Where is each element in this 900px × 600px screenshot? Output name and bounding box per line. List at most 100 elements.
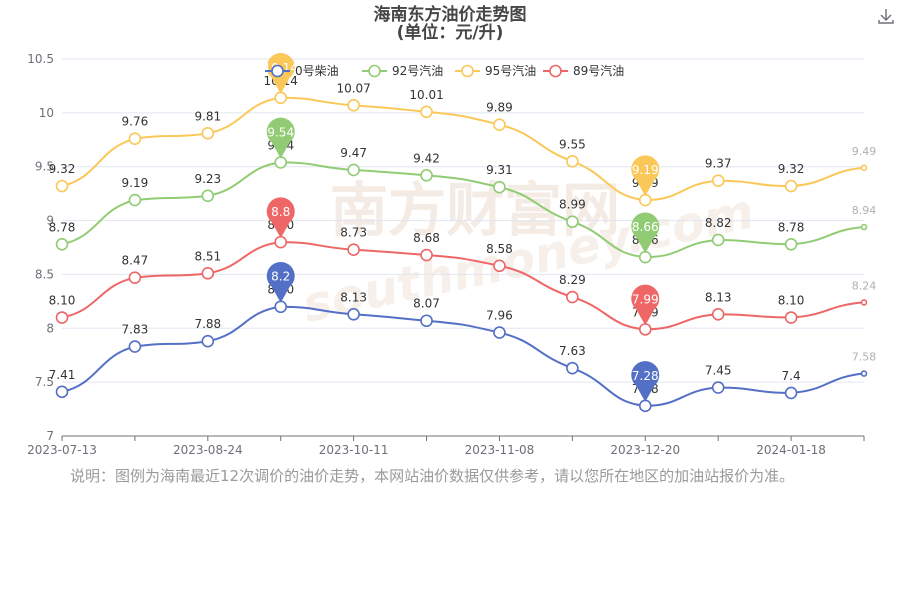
data-point[interactable] — [274, 300, 288, 314]
data-point[interactable] — [201, 334, 215, 348]
data-point[interactable] — [55, 179, 69, 193]
data-label: 9.23 — [194, 172, 221, 186]
data-point[interactable] — [638, 193, 652, 207]
data-point[interactable] — [274, 235, 288, 249]
data-point[interactable] — [347, 99, 360, 112]
data-point[interactable] — [274, 156, 288, 169]
data-point[interactable] — [638, 250, 652, 264]
data-point[interactable] — [201, 189, 215, 203]
data-point[interactable] — [493, 259, 506, 273]
data-point[interactable] — [784, 237, 798, 251]
data-point[interactable] — [784, 179, 798, 193]
data-point[interactable] — [274, 91, 288, 105]
data-point[interactable] — [566, 361, 579, 375]
download-icon-glyph — [878, 9, 894, 24]
data-point[interactable] — [638, 399, 652, 413]
markpoint-pin[interactable] — [266, 117, 295, 159]
data-point[interactable] — [347, 163, 360, 177]
data-point[interactable] — [493, 118, 506, 132]
markpoint-pin[interactable] — [631, 284, 660, 326]
data-point[interactable] — [493, 326, 506, 339]
data-point[interactable] — [347, 307, 360, 321]
data-label: 10.07 — [336, 81, 370, 95]
data-point[interactable] — [201, 127, 215, 140]
chart-title: 海南东方油价走势图 — [374, 4, 527, 25]
data-point[interactable] — [784, 386, 798, 400]
watermark: 南方财富网 southmoney.com — [298, 176, 759, 334]
y-tick-label: 10.5 — [27, 52, 54, 66]
data-point[interactable] — [566, 290, 579, 304]
data-point[interactable] — [55, 237, 69, 251]
x-tick-label: 2023-07-13 — [27, 443, 97, 457]
markpoint-pin[interactable] — [631, 361, 660, 402]
markpoint-label: 8.66 — [632, 220, 659, 234]
legend-marker[interactable] — [368, 64, 381, 78]
download-icon[interactable] — [876, 6, 896, 26]
markpoint-pin[interactable] — [631, 155, 660, 197]
data-point[interactable] — [860, 370, 868, 377]
data-point[interactable] — [711, 174, 725, 188]
legend-marker[interactable] — [271, 64, 284, 78]
data-label: 9.32 — [778, 162, 805, 176]
data-point[interactable] — [55, 311, 69, 324]
legend-label: 92号汽油 — [392, 63, 443, 78]
data-label: 9.19 — [122, 176, 149, 190]
data-point[interactable] — [860, 164, 868, 172]
data-label: 8.78 — [49, 220, 76, 234]
markpoint-pin[interactable] — [266, 262, 295, 303]
markpoint-label: 8.2 — [271, 270, 290, 284]
data-label: 8.82 — [705, 216, 732, 230]
x-tick-label: 2024-01-18 — [756, 443, 826, 457]
data-point[interactable] — [420, 169, 433, 182]
data-label: 9.76 — [122, 115, 149, 129]
data-point[interactable] — [711, 307, 725, 321]
x-tick-label: 2023-10-11 — [319, 443, 389, 457]
data-label: 7.63 — [559, 344, 586, 358]
legend-marker[interactable] — [549, 64, 562, 78]
data-point[interactable] — [711, 381, 725, 394]
data-point[interactable] — [784, 311, 798, 324]
data-point[interactable] — [566, 155, 579, 168]
data-label: 9.37 — [705, 157, 732, 171]
data-point[interactable] — [201, 267, 215, 280]
data-point[interactable] — [860, 299, 868, 306]
data-label: 9.81 — [194, 109, 221, 123]
data-point[interactable] — [638, 323, 652, 336]
axes: 7 7.5 8 8.5 9 9.5 10 10.5 2023-07-13 2023-08-24 20… — [27, 52, 865, 457]
data-point[interactable] — [566, 215, 579, 228]
legend-marker[interactable] — [461, 64, 474, 78]
data-point[interactable] — [420, 105, 433, 119]
data-point[interactable] — [128, 340, 142, 353]
markpoint-pin[interactable] — [266, 197, 295, 239]
data-point[interactable] — [711, 233, 725, 247]
x-tick-label: 2023-08-24 — [173, 443, 243, 457]
data-label: 7.83 — [122, 323, 149, 337]
data-label: 8.13 — [705, 290, 732, 304]
legend: 0号柴油 92号汽油 95号汽油 89号汽油 — [265, 63, 624, 78]
data-point[interactable] — [493, 180, 506, 194]
data-point[interactable] — [347, 243, 360, 256]
chart-subtitle: (单位：元/升) — [397, 22, 504, 43]
data-label: 8.51 — [194, 249, 221, 263]
data-point[interactable] — [128, 132, 142, 146]
series-line — [61, 241, 865, 331]
chart-note: 说明：图例为海南最近12次调价的油价走势，本网站油价数据仅供参考，请以您所在地区… — [70, 467, 795, 485]
data-label: 9.32 — [49, 162, 76, 176]
data-point[interactable] — [420, 314, 433, 328]
data-point[interactable] — [420, 248, 433, 262]
data-point[interactable] — [128, 271, 142, 284]
y-tick-label: 9 — [46, 214, 54, 228]
series-line — [61, 96, 865, 202]
data-point[interactable] — [55, 385, 69, 399]
markpoint-pin[interactable] — [631, 212, 660, 254]
data-label: 7.96 — [486, 309, 513, 323]
data-label: 7.4 — [782, 369, 801, 383]
legend-label: 95号汽油 — [485, 63, 536, 78]
data-label: 9.49 — [852, 145, 877, 158]
data-point[interactable] — [860, 223, 868, 231]
markpoint-label: 7.99 — [632, 292, 659, 306]
data-point[interactable] — [128, 193, 142, 207]
x-tick-label: 2023-11-08 — [465, 443, 535, 457]
series-line — [61, 161, 865, 259]
data-label: 9.55 — [559, 137, 586, 151]
